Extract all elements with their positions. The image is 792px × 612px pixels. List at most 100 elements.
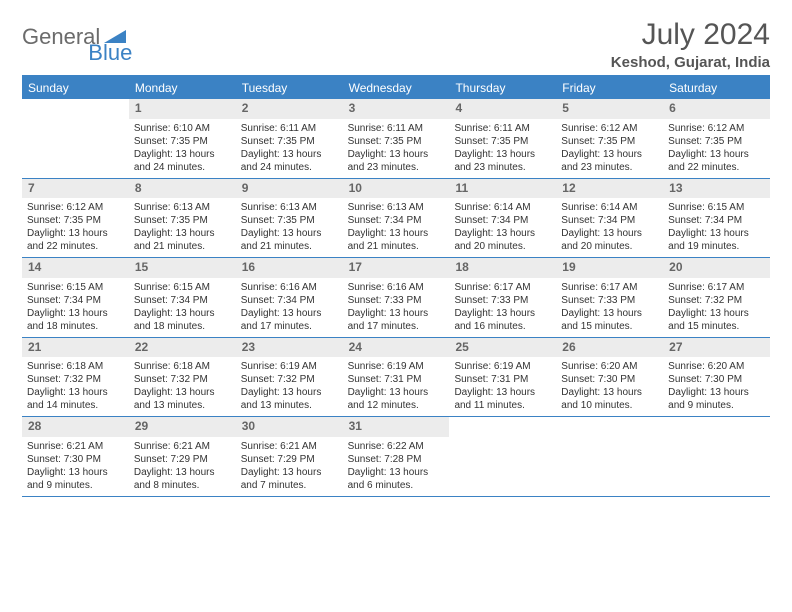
day-cell: 14Sunrise: 6:15 AMSunset: 7:34 PMDayligh… — [22, 258, 129, 337]
day-cell: 16Sunrise: 6:16 AMSunset: 7:34 PMDayligh… — [236, 258, 343, 337]
sunset-text: Sunset: 7:35 PM — [561, 135, 658, 148]
daylight-text-1: Daylight: 13 hours — [241, 386, 338, 399]
daylight-text-2: and 23 minutes. — [561, 161, 658, 174]
day-number: 15 — [129, 258, 236, 278]
daylight-text-2: and 18 minutes. — [27, 320, 124, 333]
day-number: 29 — [129, 417, 236, 437]
daylight-text-1: Daylight: 13 hours — [241, 148, 338, 161]
day-number: 24 — [343, 338, 450, 358]
day-cell: 21Sunrise: 6:18 AMSunset: 7:32 PMDayligh… — [22, 338, 129, 417]
week-row: 1Sunrise: 6:10 AMSunset: 7:35 PMDaylight… — [22, 99, 770, 179]
month-title: July 2024 — [611, 18, 770, 52]
day-body: Sunrise: 6:12 AMSunset: 7:35 PMDaylight:… — [22, 198, 129, 257]
sunrise-text: Sunrise: 6:17 AM — [668, 281, 765, 294]
day-cell: 8Sunrise: 6:13 AMSunset: 7:35 PMDaylight… — [129, 179, 236, 258]
sunrise-text: Sunrise: 6:15 AM — [668, 201, 765, 214]
daylight-text-1: Daylight: 13 hours — [134, 466, 231, 479]
sunset-text: Sunset: 7:28 PM — [348, 453, 445, 466]
day-cell: 26Sunrise: 6:20 AMSunset: 7:30 PMDayligh… — [556, 338, 663, 417]
day-body: Sunrise: 6:21 AMSunset: 7:29 PMDaylight:… — [129, 437, 236, 496]
day-number: 11 — [449, 179, 556, 199]
sunset-text: Sunset: 7:32 PM — [134, 373, 231, 386]
day-body: Sunrise: 6:13 AMSunset: 7:35 PMDaylight:… — [129, 198, 236, 257]
sunset-text: Sunset: 7:31 PM — [454, 373, 551, 386]
sunrise-text: Sunrise: 6:13 AM — [134, 201, 231, 214]
title-block: July 2024 Keshod, Gujarat, India — [611, 18, 770, 71]
sunrise-text: Sunrise: 6:11 AM — [454, 122, 551, 135]
daylight-text-1: Daylight: 13 hours — [561, 307, 658, 320]
day-body: Sunrise: 6:19 AMSunset: 7:31 PMDaylight:… — [343, 357, 450, 416]
day-body: Sunrise: 6:20 AMSunset: 7:30 PMDaylight:… — [663, 357, 770, 416]
sunset-text: Sunset: 7:29 PM — [241, 453, 338, 466]
day-body: Sunrise: 6:13 AMSunset: 7:34 PMDaylight:… — [343, 198, 450, 257]
weekday-header: Friday — [556, 77, 663, 99]
weekday-header: Monday — [129, 77, 236, 99]
sunset-text: Sunset: 7:33 PM — [348, 294, 445, 307]
sunset-text: Sunset: 7:35 PM — [241, 135, 338, 148]
day-body: Sunrise: 6:15 AMSunset: 7:34 PMDaylight:… — [663, 198, 770, 257]
logo-text-blue: Blue — [88, 40, 132, 66]
daylight-text-2: and 9 minutes. — [27, 479, 124, 492]
daylight-text-2: and 16 minutes. — [454, 320, 551, 333]
daylight-text-1: Daylight: 13 hours — [348, 466, 445, 479]
day-cell: 9Sunrise: 6:13 AMSunset: 7:35 PMDaylight… — [236, 179, 343, 258]
day-number: 2 — [236, 99, 343, 119]
sunrise-text: Sunrise: 6:21 AM — [241, 440, 338, 453]
day-cell: 19Sunrise: 6:17 AMSunset: 7:33 PMDayligh… — [556, 258, 663, 337]
sunset-text: Sunset: 7:34 PM — [241, 294, 338, 307]
weeks-container: 1Sunrise: 6:10 AMSunset: 7:35 PMDaylight… — [22, 99, 770, 497]
sunrise-text: Sunrise: 6:20 AM — [561, 360, 658, 373]
day-number: 30 — [236, 417, 343, 437]
day-cell: 5Sunrise: 6:12 AMSunset: 7:35 PMDaylight… — [556, 99, 663, 178]
sunrise-text: Sunrise: 6:16 AM — [348, 281, 445, 294]
day-number: 19 — [556, 258, 663, 278]
day-cell: 25Sunrise: 6:19 AMSunset: 7:31 PMDayligh… — [449, 338, 556, 417]
sunrise-text: Sunrise: 6:11 AM — [241, 122, 338, 135]
sunrise-text: Sunrise: 6:21 AM — [134, 440, 231, 453]
day-number: 14 — [22, 258, 129, 278]
sunrise-text: Sunrise: 6:14 AM — [561, 201, 658, 214]
sunset-text: Sunset: 7:34 PM — [561, 214, 658, 227]
day-cell — [449, 417, 556, 496]
daylight-text-1: Daylight: 13 hours — [668, 307, 765, 320]
sunrise-text: Sunrise: 6:17 AM — [454, 281, 551, 294]
day-body: Sunrise: 6:16 AMSunset: 7:34 PMDaylight:… — [236, 278, 343, 337]
daylight-text-2: and 21 minutes. — [241, 240, 338, 253]
day-body: Sunrise: 6:14 AMSunset: 7:34 PMDaylight:… — [556, 198, 663, 257]
day-body: Sunrise: 6:21 AMSunset: 7:30 PMDaylight:… — [22, 437, 129, 496]
day-cell: 17Sunrise: 6:16 AMSunset: 7:33 PMDayligh… — [343, 258, 450, 337]
daylight-text-2: and 24 minutes. — [241, 161, 338, 174]
day-cell: 31Sunrise: 6:22 AMSunset: 7:28 PMDayligh… — [343, 417, 450, 496]
daylight-text-2: and 17 minutes. — [241, 320, 338, 333]
daylight-text-1: Daylight: 13 hours — [668, 227, 765, 240]
day-cell: 6Sunrise: 6:12 AMSunset: 7:35 PMDaylight… — [663, 99, 770, 178]
daylight-text-2: and 9 minutes. — [668, 399, 765, 412]
daylight-text-1: Daylight: 13 hours — [241, 227, 338, 240]
sunrise-text: Sunrise: 6:19 AM — [348, 360, 445, 373]
sunrise-text: Sunrise: 6:16 AM — [241, 281, 338, 294]
day-cell: 27Sunrise: 6:20 AMSunset: 7:30 PMDayligh… — [663, 338, 770, 417]
day-cell — [663, 417, 770, 496]
daylight-text-1: Daylight: 13 hours — [561, 227, 658, 240]
day-cell: 15Sunrise: 6:15 AMSunset: 7:34 PMDayligh… — [129, 258, 236, 337]
day-cell — [556, 417, 663, 496]
day-number: 20 — [663, 258, 770, 278]
daylight-text-2: and 24 minutes. — [134, 161, 231, 174]
daylight-text-2: and 15 minutes. — [561, 320, 658, 333]
day-cell: 12Sunrise: 6:14 AMSunset: 7:34 PMDayligh… — [556, 179, 663, 258]
day-body: Sunrise: 6:12 AMSunset: 7:35 PMDaylight:… — [663, 119, 770, 178]
day-cell: 4Sunrise: 6:11 AMSunset: 7:35 PMDaylight… — [449, 99, 556, 178]
sunrise-text: Sunrise: 6:17 AM — [561, 281, 658, 294]
sunrise-text: Sunrise: 6:12 AM — [27, 201, 124, 214]
calendar: Sunday Monday Tuesday Wednesday Thursday… — [22, 75, 770, 497]
day-body: Sunrise: 6:11 AMSunset: 7:35 PMDaylight:… — [236, 119, 343, 178]
daylight-text-1: Daylight: 13 hours — [561, 148, 658, 161]
week-row: 28Sunrise: 6:21 AMSunset: 7:30 PMDayligh… — [22, 417, 770, 497]
sunrise-text: Sunrise: 6:20 AM — [668, 360, 765, 373]
day-cell: 18Sunrise: 6:17 AMSunset: 7:33 PMDayligh… — [449, 258, 556, 337]
day-body: Sunrise: 6:22 AMSunset: 7:28 PMDaylight:… — [343, 437, 450, 496]
daylight-text-2: and 6 minutes. — [348, 479, 445, 492]
weekday-header-row: Sunday Monday Tuesday Wednesday Thursday… — [22, 77, 770, 99]
day-body: Sunrise: 6:10 AMSunset: 7:35 PMDaylight:… — [129, 119, 236, 178]
day-number: 9 — [236, 179, 343, 199]
